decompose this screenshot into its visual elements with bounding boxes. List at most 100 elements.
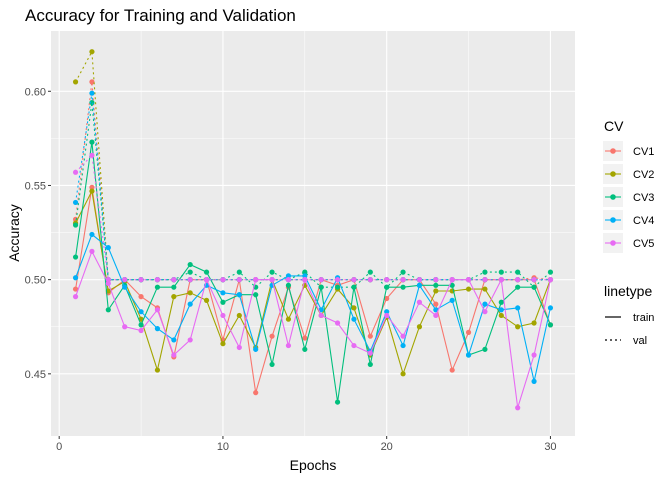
legend-label-cv5: CV5 xyxy=(633,238,654,250)
cv4-train-point xyxy=(351,316,357,322)
cv3-train-point xyxy=(203,269,210,275)
cv1-train-point xyxy=(302,335,308,341)
legend-label-val: val xyxy=(633,335,647,347)
cv5-val-point xyxy=(171,277,177,283)
cv2-train-point xyxy=(482,286,488,292)
cv5-train-point xyxy=(138,327,144,334)
cv2-train-point xyxy=(400,371,406,377)
cv5-val-point xyxy=(334,277,341,283)
cv3-train-point xyxy=(89,139,95,145)
cv5-val-point xyxy=(72,169,79,175)
cv5-train-point xyxy=(400,333,406,339)
cv4-train-point xyxy=(105,245,111,251)
cv5-val-point xyxy=(269,277,275,283)
cv5-train-point xyxy=(105,280,111,287)
cv5-val-point xyxy=(400,277,406,283)
series-layer xyxy=(72,49,554,411)
cv4-train-point xyxy=(72,275,79,281)
cv4-train-point xyxy=(253,346,259,352)
cv3-train-point xyxy=(482,346,488,352)
cv5-train-point xyxy=(334,320,341,326)
legend-key-point xyxy=(610,240,616,246)
x-tick-label: 30 xyxy=(544,441,556,453)
cv1-train-point xyxy=(253,390,259,396)
cv3-train-point xyxy=(367,361,373,368)
chart-title: Accuracy for Training and Validation xyxy=(25,6,296,25)
cv4-train-point xyxy=(318,307,324,313)
cv1-val-point xyxy=(89,79,95,85)
cv3-val-point xyxy=(334,284,341,290)
cv5-val-point xyxy=(449,277,455,283)
cv3-val-point xyxy=(400,269,406,275)
cv3-train-point xyxy=(334,399,341,405)
cv4-train-point xyxy=(531,378,537,384)
cv2-train-point xyxy=(465,286,472,292)
cv3-val-point xyxy=(72,222,79,228)
cv1-train-point xyxy=(138,294,144,300)
legend-key-point xyxy=(610,148,616,154)
cv5-train-line xyxy=(75,250,551,408)
cv5-val-point xyxy=(498,277,504,283)
cv3-train-point xyxy=(400,284,406,290)
cv4-train-point xyxy=(220,290,226,296)
cv5-train-point xyxy=(154,307,161,313)
legend: CV linetype CV1 CV2 CV3 CV4 CV5 train val xyxy=(603,118,654,347)
cv3-val-point xyxy=(515,269,521,275)
cv3-train-point xyxy=(269,361,275,368)
cv5-val-point xyxy=(367,277,373,283)
cv3-val-point xyxy=(531,284,537,290)
cv3-train-point xyxy=(171,284,177,290)
cv3-val-line xyxy=(75,102,551,288)
cv3-val-point xyxy=(318,284,324,290)
cv5-val-point xyxy=(515,277,521,283)
cv5-val-point xyxy=(220,277,226,283)
cv5-val-point xyxy=(187,277,193,283)
cv4-train-point xyxy=(236,292,242,298)
cv4-train-point xyxy=(449,297,455,303)
cv5-val-point xyxy=(138,277,144,283)
y-axis-title: Accuracy xyxy=(6,204,22,262)
cv4-train-point xyxy=(482,301,488,307)
cv2-train-point xyxy=(154,367,161,373)
cv3-train-line xyxy=(75,142,551,403)
cv5-train-point xyxy=(285,342,292,349)
cv3-val-point xyxy=(302,269,308,275)
cv5-val-point xyxy=(285,277,292,283)
cv2-train-point xyxy=(187,290,193,296)
cv2-val-point xyxy=(89,49,95,55)
cv5-val-point xyxy=(351,277,357,283)
y-tick-label: 0.50 xyxy=(25,275,46,287)
cv5-val-point xyxy=(482,277,488,283)
cv4-train-line xyxy=(75,233,551,382)
x-axis-title: Epochs xyxy=(290,457,337,473)
cv3-val-point xyxy=(236,269,242,275)
cv2-train-point xyxy=(351,305,357,311)
cv5-val-point xyxy=(384,277,390,283)
cv1-train-point xyxy=(465,329,472,335)
cv5-train-point xyxy=(531,352,537,358)
cv3-val-point xyxy=(482,269,488,275)
cv4-train-point xyxy=(302,273,308,279)
cv5-train-point xyxy=(236,344,242,351)
cv4-train-point xyxy=(187,301,193,307)
cv5-val-point xyxy=(253,277,259,283)
cv2-train-point xyxy=(236,312,242,319)
cv4-train-point xyxy=(89,231,95,238)
cv3-val-point xyxy=(351,284,357,290)
cv4-train-point xyxy=(416,282,423,288)
cv3-train-point xyxy=(253,292,259,298)
x-tick-label: 10 xyxy=(217,441,229,453)
cv3-val-point xyxy=(498,269,504,275)
cv2-train-line xyxy=(75,189,551,376)
legend-label-cv4: CV4 xyxy=(633,215,654,227)
cv4-train-point xyxy=(138,309,144,315)
y-tick-label: 0.60 xyxy=(25,86,46,98)
cv5-val-point xyxy=(547,277,554,283)
cv5-train-point xyxy=(482,309,488,315)
cv3-train-point xyxy=(498,299,504,305)
cv5-train-point xyxy=(367,350,373,356)
plot-panel xyxy=(51,31,575,436)
cv5-val-point xyxy=(416,277,423,283)
cv5-val-point xyxy=(89,152,95,158)
cv5-train-point xyxy=(122,324,128,330)
